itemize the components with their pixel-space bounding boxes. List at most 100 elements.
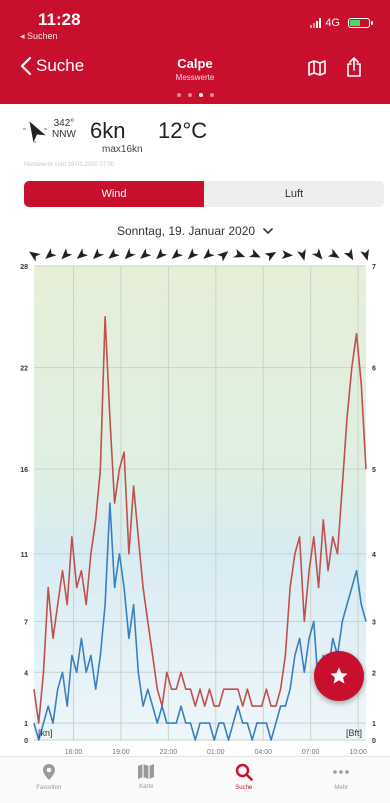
- right-tick-label: 3: [372, 620, 376, 627]
- network-label: 4G: [325, 17, 340, 29]
- status-back-link[interactable]: ◂ Suchen: [20, 31, 58, 41]
- right-tick-label: 0: [372, 738, 376, 745]
- x-tick-label: 07:00: [302, 749, 320, 756]
- left-tick-label: 22: [20, 366, 28, 373]
- battery-icon: [348, 18, 373, 28]
- wind-direction-degrees: 342°: [53, 118, 75, 129]
- page-indicator[interactable]: [0, 93, 390, 97]
- x-tick-label: 04:00: [254, 749, 272, 756]
- x-tick-label: 01:00: [207, 749, 225, 756]
- wind-chart[interactable]: 0 1 4 7 11 16 22 28 0 1 2 3 4 5 6 7 16:00 19:00 22:00 01:…: [0, 244, 390, 756]
- current-conditions: 342° NNW 6kn max16kn 12°C Messwerte vom …: [0, 114, 390, 168]
- direction-arrow: [29, 251, 41, 262]
- direction-arrow: [327, 248, 340, 258]
- x-tick-label: 19:00: [112, 749, 130, 756]
- page-dot: [187, 93, 192, 97]
- direction-arrow: [281, 250, 293, 260]
- date-label: Sonntag, 19. Januar 2020: [116, 224, 256, 238]
- nav-title-block: Calpe Messwerte: [0, 56, 390, 82]
- star-icon: [330, 667, 348, 684]
- direction-arrow: [216, 251, 229, 262]
- wind-direction-name: NNW: [52, 129, 76, 140]
- direction-arrow: [61, 248, 73, 260]
- page-dot: [209, 93, 214, 97]
- back-button-label: Suche: [36, 56, 85, 75]
- chart-direction-arrows: [29, 248, 370, 262]
- header-bar: 11:28 ◂ Suchen 4G Suche Calpe Messwerte: [0, 0, 390, 104]
- right-tick-label: 2: [372, 670, 376, 677]
- segmented-control: Wind Luft: [24, 181, 384, 207]
- wind-direction-icon: [23, 121, 47, 143]
- chart-right-axis: 0 1 2 3 4 5 6 7: [372, 264, 376, 745]
- tab-mehr-label: Mehr: [334, 785, 349, 791]
- left-tick-label: 4: [24, 670, 28, 677]
- page-dot-active: [198, 93, 203, 97]
- wind-direction-readout: 342° NNW: [52, 118, 76, 140]
- direction-arrow: [92, 248, 104, 260]
- right-axis-unit-label: [Bft]: [346, 728, 362, 738]
- favorite-fab[interactable]: [314, 651, 364, 701]
- direction-arrow: [140, 248, 152, 259]
- tab-suche[interactable]: Suche: [195, 757, 293, 803]
- left-tick-label: 1: [24, 721, 28, 728]
- page-subtitle: Messwerte: [175, 73, 215, 82]
- left-tick-label: 0: [24, 738, 28, 745]
- tab-favoriten[interactable]: Favoriten: [0, 757, 98, 803]
- x-tick-label: 22:00: [160, 749, 178, 756]
- wind-speed: 6kn: [90, 118, 126, 143]
- direction-arrow: [264, 252, 277, 262]
- page-title: Calpe: [177, 56, 213, 71]
- direction-arrow: [187, 248, 199, 260]
- page-dot: [176, 93, 181, 97]
- x-tick-label: 10:00: [349, 749, 367, 756]
- direction-arrow: [311, 248, 323, 260]
- tab-karte[interactable]: Karte: [98, 757, 196, 803]
- search-icon: [235, 763, 253, 781]
- right-tick-label: 6: [372, 366, 376, 373]
- date-selector[interactable]: Sonntag, 19. Januar 2020: [0, 224, 390, 238]
- status-time: 11:28: [38, 10, 81, 29]
- x-tick-label: 16:00: [65, 749, 83, 756]
- direction-arrow: [203, 248, 215, 259]
- tab-favoriten-label: Favoriten: [36, 785, 62, 791]
- more-icon: [333, 770, 350, 774]
- share-button[interactable]: [346, 57, 362, 82]
- right-tick-label: 4: [372, 552, 376, 559]
- tab-bar: Favoriten Karte Suche Mehr: [0, 756, 390, 803]
- tab-mehr[interactable]: Mehr: [293, 757, 390, 803]
- map-button[interactable]: [308, 60, 326, 81]
- segment-wind[interactable]: Wind: [24, 181, 204, 207]
- direction-arrow: [343, 248, 354, 261]
- pin-icon: [42, 764, 55, 780]
- chevron-left-icon: [20, 57, 32, 75]
- direction-arrow: [45, 248, 57, 259]
- chevron-down-icon: [263, 227, 273, 234]
- back-button[interactable]: Suche: [20, 56, 84, 76]
- left-tick-label: 28: [20, 264, 28, 271]
- left-tick-label: 11: [21, 552, 29, 559]
- tab-karte-label: Karte: [139, 784, 154, 790]
- map-icon: [138, 764, 155, 779]
- tab-suche-label: Suche: [235, 785, 253, 791]
- series-line-mittel: [33, 502, 367, 741]
- segment-luft[interactable]: Luft: [204, 181, 384, 207]
- direction-arrow: [233, 249, 246, 258]
- direction-arrow: [76, 248, 89, 259]
- direction-arrow: [124, 248, 136, 260]
- share-icon: [347, 57, 361, 77]
- chart-series: [33, 316, 367, 741]
- direction-arrow: [297, 249, 306, 261]
- series-line-böen: [33, 316, 367, 724]
- right-tick-label: 7: [372, 264, 376, 271]
- status-indicators: 4G: [310, 17, 373, 29]
- chart-x-axis: 16:00 19:00 22:00 01:00 04:00 07:00 10:00: [65, 749, 367, 756]
- direction-arrow: [360, 249, 370, 261]
- right-tick-label: 5: [372, 467, 376, 474]
- left-tick-label: 16: [20, 467, 28, 474]
- right-tick-label: 1: [372, 721, 376, 728]
- signal-icon: [310, 18, 322, 28]
- wind-max-speed: max16kn: [102, 144, 143, 155]
- left-tick-label: 7: [24, 620, 28, 627]
- direction-arrow: [171, 248, 184, 259]
- direction-arrow: [248, 248, 261, 258]
